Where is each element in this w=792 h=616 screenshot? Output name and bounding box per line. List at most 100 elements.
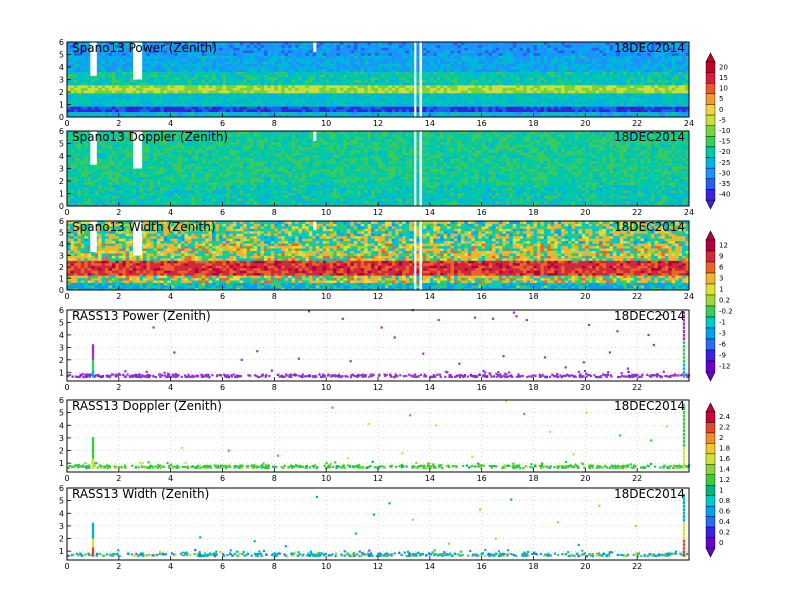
heatmap-cell xyxy=(191,82,196,86)
heatmap-cell xyxy=(647,100,652,105)
heatmap-cell xyxy=(101,44,106,48)
heatmap-cell xyxy=(277,52,282,56)
heatmap-cell xyxy=(422,47,427,51)
heatmap-cell xyxy=(329,66,334,70)
heatmap-cell xyxy=(225,71,230,75)
heatmap-cell xyxy=(682,100,686,105)
heatmap-cell xyxy=(498,111,503,115)
heatmap-cell xyxy=(495,71,500,75)
heatmap-cell xyxy=(578,87,583,91)
heatmap-cell xyxy=(498,76,503,80)
heatmap-cell xyxy=(94,76,99,80)
heatmap-cell xyxy=(675,108,680,113)
heatmap-cell xyxy=(205,98,210,102)
heatmap-cell xyxy=(678,90,683,94)
heatmap-cell xyxy=(488,95,493,99)
heatmap-cell xyxy=(143,114,147,118)
heatmap-cell xyxy=(149,79,154,83)
heatmap-cell xyxy=(682,66,686,70)
heatmap-cell xyxy=(343,82,348,86)
heatmap-cell xyxy=(281,66,286,70)
heatmap-cell xyxy=(637,66,642,70)
heatmap-cell xyxy=(212,92,216,96)
heatmap-cell xyxy=(194,55,199,59)
heatmap-cell xyxy=(125,55,130,59)
heatmap-cell xyxy=(274,92,279,96)
heatmap-cell xyxy=(495,106,500,110)
heatmap-cell xyxy=(581,111,586,115)
heatmap-cell xyxy=(236,47,241,51)
heatmap-cell xyxy=(429,74,434,78)
heatmap-cell xyxy=(540,103,545,107)
heatmap-cell xyxy=(246,103,251,107)
heatmap-cell xyxy=(619,68,624,72)
heatmap-cell xyxy=(187,66,192,70)
heatmap-cell xyxy=(512,50,517,54)
heatmap-cell xyxy=(633,58,638,62)
heatmap-cell xyxy=(194,68,199,72)
heatmap-cell xyxy=(550,58,555,62)
heatmap-cell xyxy=(533,92,538,96)
heatmap-cell xyxy=(350,90,355,94)
heatmap-cell xyxy=(481,47,486,51)
heatmap-cell xyxy=(588,44,593,48)
heatmap-cell xyxy=(536,90,541,94)
heatmap-cell xyxy=(298,44,303,48)
heatmap-cell xyxy=(357,58,362,62)
heatmap-cell xyxy=(426,87,431,91)
heatmap-cell xyxy=(554,106,559,110)
heatmap-cell xyxy=(623,47,628,51)
heatmap-cell xyxy=(574,111,579,115)
heatmap-cell xyxy=(543,87,548,91)
heatmap-cell xyxy=(682,60,686,64)
heatmap-cell xyxy=(319,68,324,72)
heatmap-cell xyxy=(533,60,538,64)
heatmap-cell xyxy=(402,92,407,96)
heatmap-cell xyxy=(101,79,106,83)
heatmap-cell xyxy=(194,47,199,51)
heatmap-cell xyxy=(346,76,351,80)
heatmap-cell xyxy=(143,84,147,88)
heatmap-cell xyxy=(111,44,116,48)
heatmap-cell xyxy=(595,79,600,83)
heatmap-cell xyxy=(125,108,130,113)
heatmap-cell xyxy=(225,108,230,113)
heatmap-cell xyxy=(426,84,431,88)
heatmap-cell xyxy=(263,55,268,59)
heatmap-cell xyxy=(111,74,116,78)
heatmap-cell xyxy=(146,55,151,59)
heatmap-cell xyxy=(502,47,507,51)
heatmap-cell xyxy=(184,103,189,107)
heatmap-cell xyxy=(516,55,521,59)
heatmap-cell xyxy=(650,76,655,80)
heatmap-cell xyxy=(263,79,268,83)
heatmap-cell xyxy=(460,47,465,51)
heatmap-cell xyxy=(509,103,514,107)
heatmap-cell xyxy=(80,114,85,118)
heatmap-cell xyxy=(329,100,334,105)
heatmap-cell xyxy=(443,68,448,72)
heatmap-cell xyxy=(488,55,493,59)
heatmap-cell xyxy=(644,55,648,59)
heatmap-cell xyxy=(447,90,451,94)
heatmap-cell xyxy=(374,84,379,88)
heatmap-cell xyxy=(478,111,483,115)
heatmap-cell xyxy=(346,55,351,59)
heatmap-cell xyxy=(588,52,593,56)
heatmap-cell xyxy=(498,103,503,107)
heatmap-cell xyxy=(599,79,604,83)
heatmap-cell xyxy=(440,84,445,88)
heatmap-cell xyxy=(516,68,521,72)
heatmap-cell xyxy=(440,47,445,51)
heatmap-cell xyxy=(523,92,527,96)
heatmap-cell xyxy=(108,108,113,113)
heatmap-cell xyxy=(447,66,451,70)
heatmap-cell xyxy=(84,103,89,107)
heatmap-cell xyxy=(485,60,489,64)
heatmap-cell xyxy=(568,103,572,107)
heatmap-cell xyxy=(516,87,521,91)
heatmap-cell xyxy=(181,90,185,94)
heatmap-cell xyxy=(664,60,669,64)
heatmap-cell xyxy=(198,111,203,115)
heatmap-cell xyxy=(184,100,189,105)
